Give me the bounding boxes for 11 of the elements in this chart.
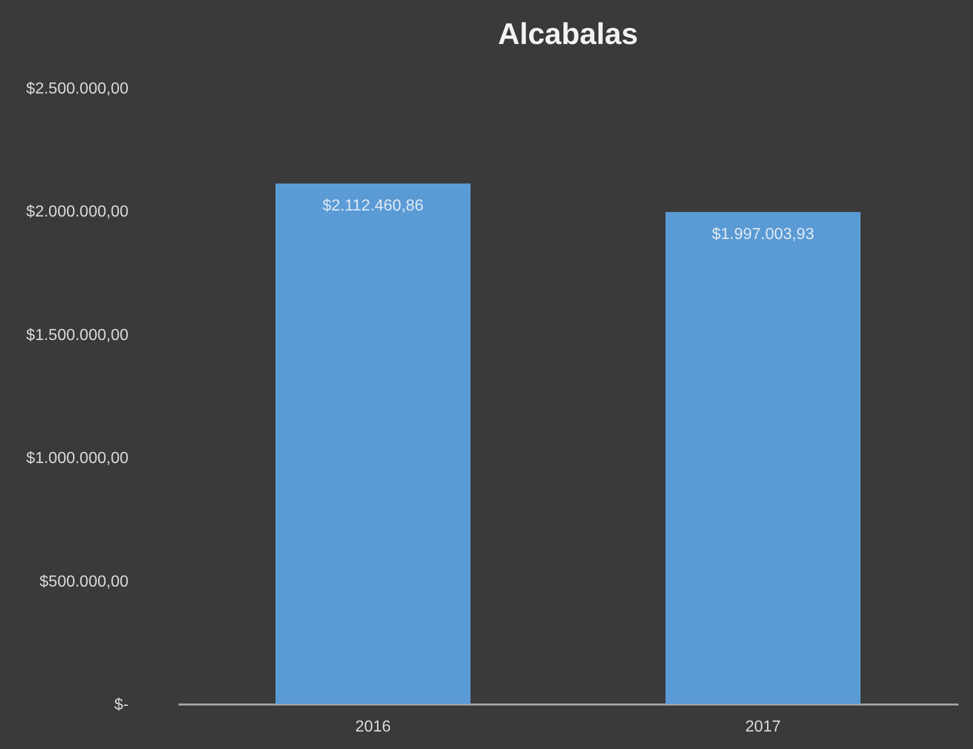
chart-title: Alcabalas: [498, 18, 638, 51]
y-tick-label: $1.500.000,00: [26, 326, 129, 344]
y-tick-label: $500.000,00: [40, 573, 129, 590]
x-tick-label: 2016: [355, 718, 391, 736]
y-tick-label: $2.000.000,00: [26, 204, 129, 221]
data-label: $2.112.460,86: [322, 197, 424, 214]
data-label: $1.997.003,93: [712, 226, 814, 243]
y-tick-label: $1.000.000,00: [26, 450, 129, 468]
y-tick-label: $2.500.000,00: [26, 80, 129, 98]
x-tick-label: 2017: [745, 718, 781, 736]
y-tick-label: $-: [114, 696, 128, 714]
